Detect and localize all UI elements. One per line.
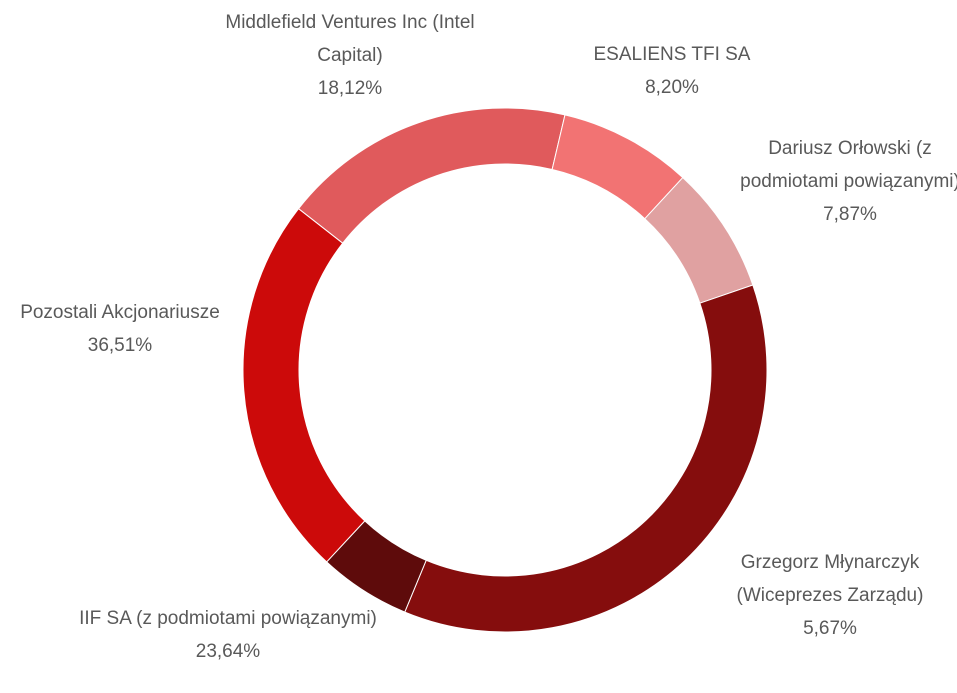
donut-slice [404, 284, 768, 633]
slice-label: Pozostali Akcjonariusze 36,51% [0, 296, 250, 362]
value-label: 18,12% [317, 78, 383, 99]
slice-label: ESALIENS TFI SA 8,20% [562, 38, 782, 104]
value-label: 7,87% [823, 204, 877, 225]
category-label: Dariusz Orłowski (z podmiotami powiązany… [740, 138, 957, 192]
value-label: 23,64% [195, 641, 261, 662]
donut-slice [297, 107, 566, 244]
slice-label: Dariusz Orłowski (z podmiotami powiązany… [730, 132, 957, 231]
category-label: Pozostali Akcjonariusze [20, 302, 220, 323]
value-label: 36,51% [87, 335, 153, 356]
slice-label: IIF SA (z podmiotami powiązanymi) 23,64% [78, 602, 378, 668]
slice-label: Middlefield Ventures Inc (Intel Capital)… [200, 6, 500, 105]
category-label: ESALIENS TFI SA [593, 44, 751, 65]
category-label: Grzegorz Młynarczyk (Wiceprezes Zarządu) [736, 552, 924, 606]
category-label: IIF SA (z podmiotami powiązanymi) [79, 608, 377, 629]
slice-label: Grzegorz Młynarczyk (Wiceprezes Zarządu)… [690, 546, 957, 645]
donut-slice [242, 207, 366, 563]
category-label: Middlefield Ventures Inc (Intel Capital) [225, 12, 475, 66]
value-label: 5,67% [803, 618, 857, 639]
value-label: 8,20% [645, 77, 699, 98]
